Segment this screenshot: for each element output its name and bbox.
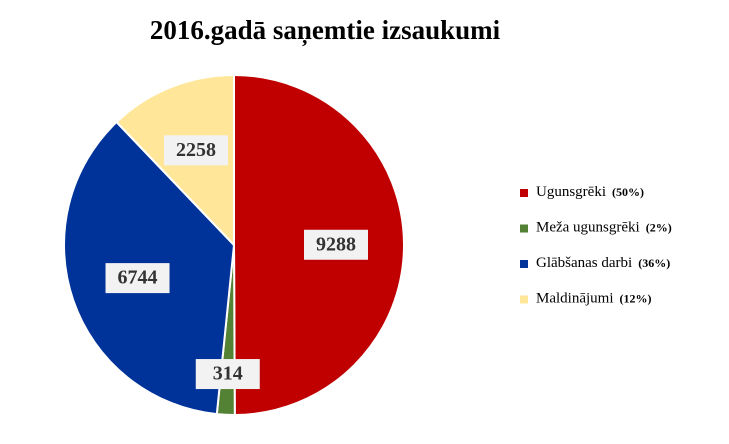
chart-title: 2016.gadā saņemtie izsaukumi — [150, 15, 501, 47]
legend-swatch — [520, 260, 528, 268]
legend-percent: (2%) — [646, 220, 672, 234]
legend-swatch — [520, 224, 528, 233]
legend-label: Meža ugunsgrēki (2%) — [536, 220, 672, 236]
data-label: 2258 — [176, 139, 216, 161]
legend-percent: (50%) — [612, 185, 644, 199]
legend-name: Meža ugunsgrēki — [536, 220, 640, 236]
data-label: 6744 — [118, 267, 158, 289]
data-label: 9288 — [316, 233, 356, 255]
legend-name: Maldinājumi — [536, 291, 614, 307]
data-label-box — [303, 229, 368, 260]
legend-label: Ugunsgrēki (50%) — [536, 184, 644, 200]
data-label-box — [164, 135, 229, 166]
legend-label: Maldinājumi (12%) — [536, 291, 652, 307]
legend-name: Glābšanas darbi — [536, 255, 632, 271]
data-label-box — [105, 263, 170, 294]
legend-name: Ugunsgrēki — [536, 184, 606, 200]
legend-percent: (36%) — [638, 256, 670, 270]
data-label: 314 — [213, 363, 243, 385]
legend-swatch — [520, 189, 528, 197]
legend-percent: (12%) — [620, 291, 652, 305]
data-label-box — [195, 359, 260, 390]
legend-swatch — [520, 295, 528, 304]
legend-label: Glābšanas darbi (36%) — [536, 255, 670, 271]
